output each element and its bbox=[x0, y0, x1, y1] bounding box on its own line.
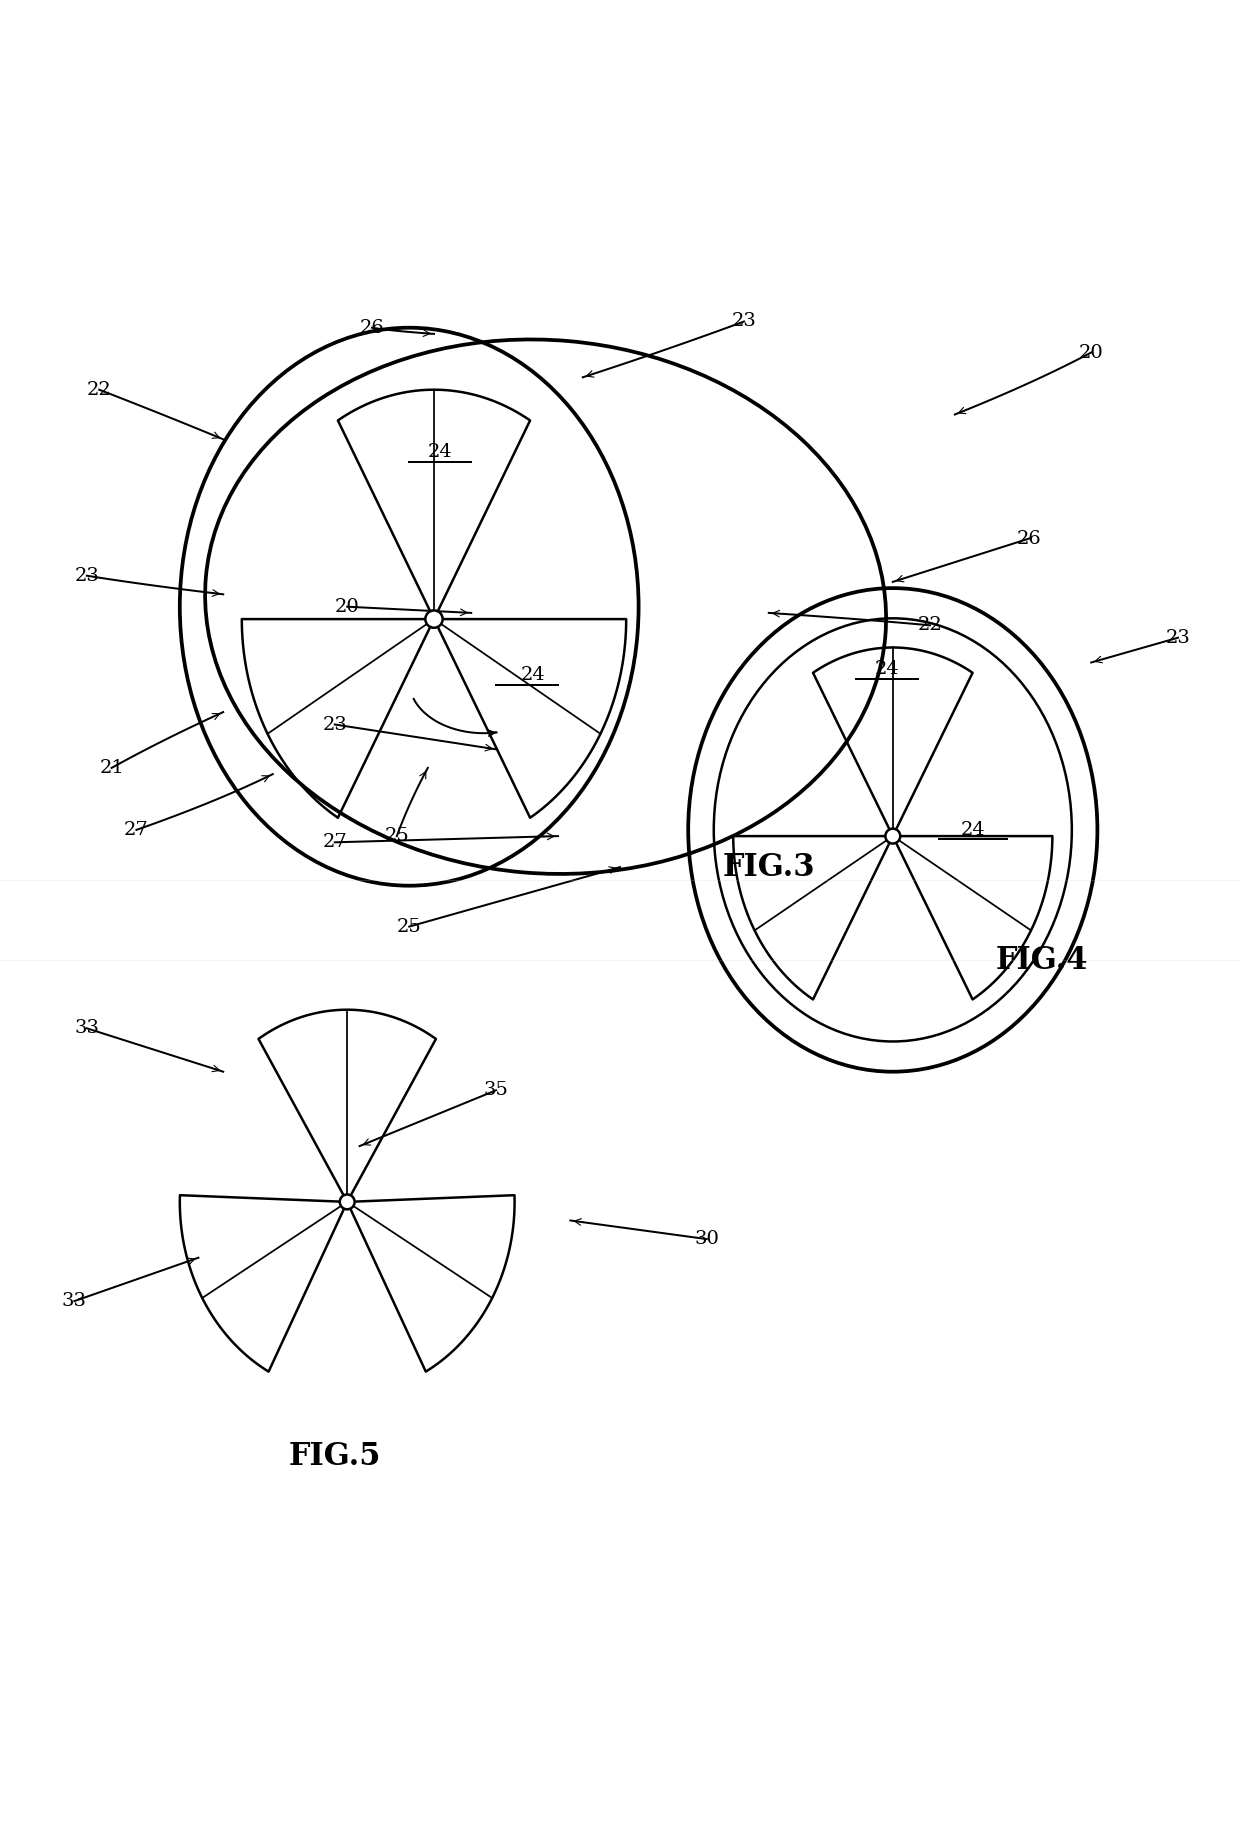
Text: 24: 24 bbox=[521, 666, 546, 685]
Text: 23: 23 bbox=[74, 566, 99, 585]
Text: 26: 26 bbox=[360, 319, 384, 337]
Text: 20: 20 bbox=[1079, 344, 1104, 362]
Text: 22: 22 bbox=[918, 615, 942, 634]
Text: 24: 24 bbox=[874, 659, 899, 677]
Text: 24: 24 bbox=[428, 443, 453, 461]
Text: 27: 27 bbox=[124, 821, 149, 839]
Circle shape bbox=[340, 1195, 355, 1209]
Text: 27: 27 bbox=[322, 834, 347, 850]
Text: 23: 23 bbox=[732, 313, 756, 330]
Text: FIG.4: FIG.4 bbox=[996, 945, 1087, 976]
Text: 21: 21 bbox=[99, 759, 124, 778]
Circle shape bbox=[885, 829, 900, 843]
Text: 26: 26 bbox=[1017, 530, 1042, 548]
Text: 20: 20 bbox=[335, 597, 360, 615]
Circle shape bbox=[425, 610, 443, 628]
Text: 30: 30 bbox=[694, 1231, 719, 1247]
Text: 23: 23 bbox=[322, 716, 347, 734]
Text: 25: 25 bbox=[397, 918, 422, 936]
Text: 25: 25 bbox=[384, 827, 409, 845]
Text: 33: 33 bbox=[74, 1020, 99, 1038]
Text: 35: 35 bbox=[484, 1082, 508, 1100]
Text: FIG.3: FIG.3 bbox=[723, 852, 815, 883]
Text: 33: 33 bbox=[62, 1293, 87, 1309]
Text: FIG.5: FIG.5 bbox=[289, 1440, 381, 1471]
Text: 24: 24 bbox=[961, 821, 986, 839]
Text: 23: 23 bbox=[1166, 628, 1190, 646]
Text: 22: 22 bbox=[87, 381, 112, 399]
